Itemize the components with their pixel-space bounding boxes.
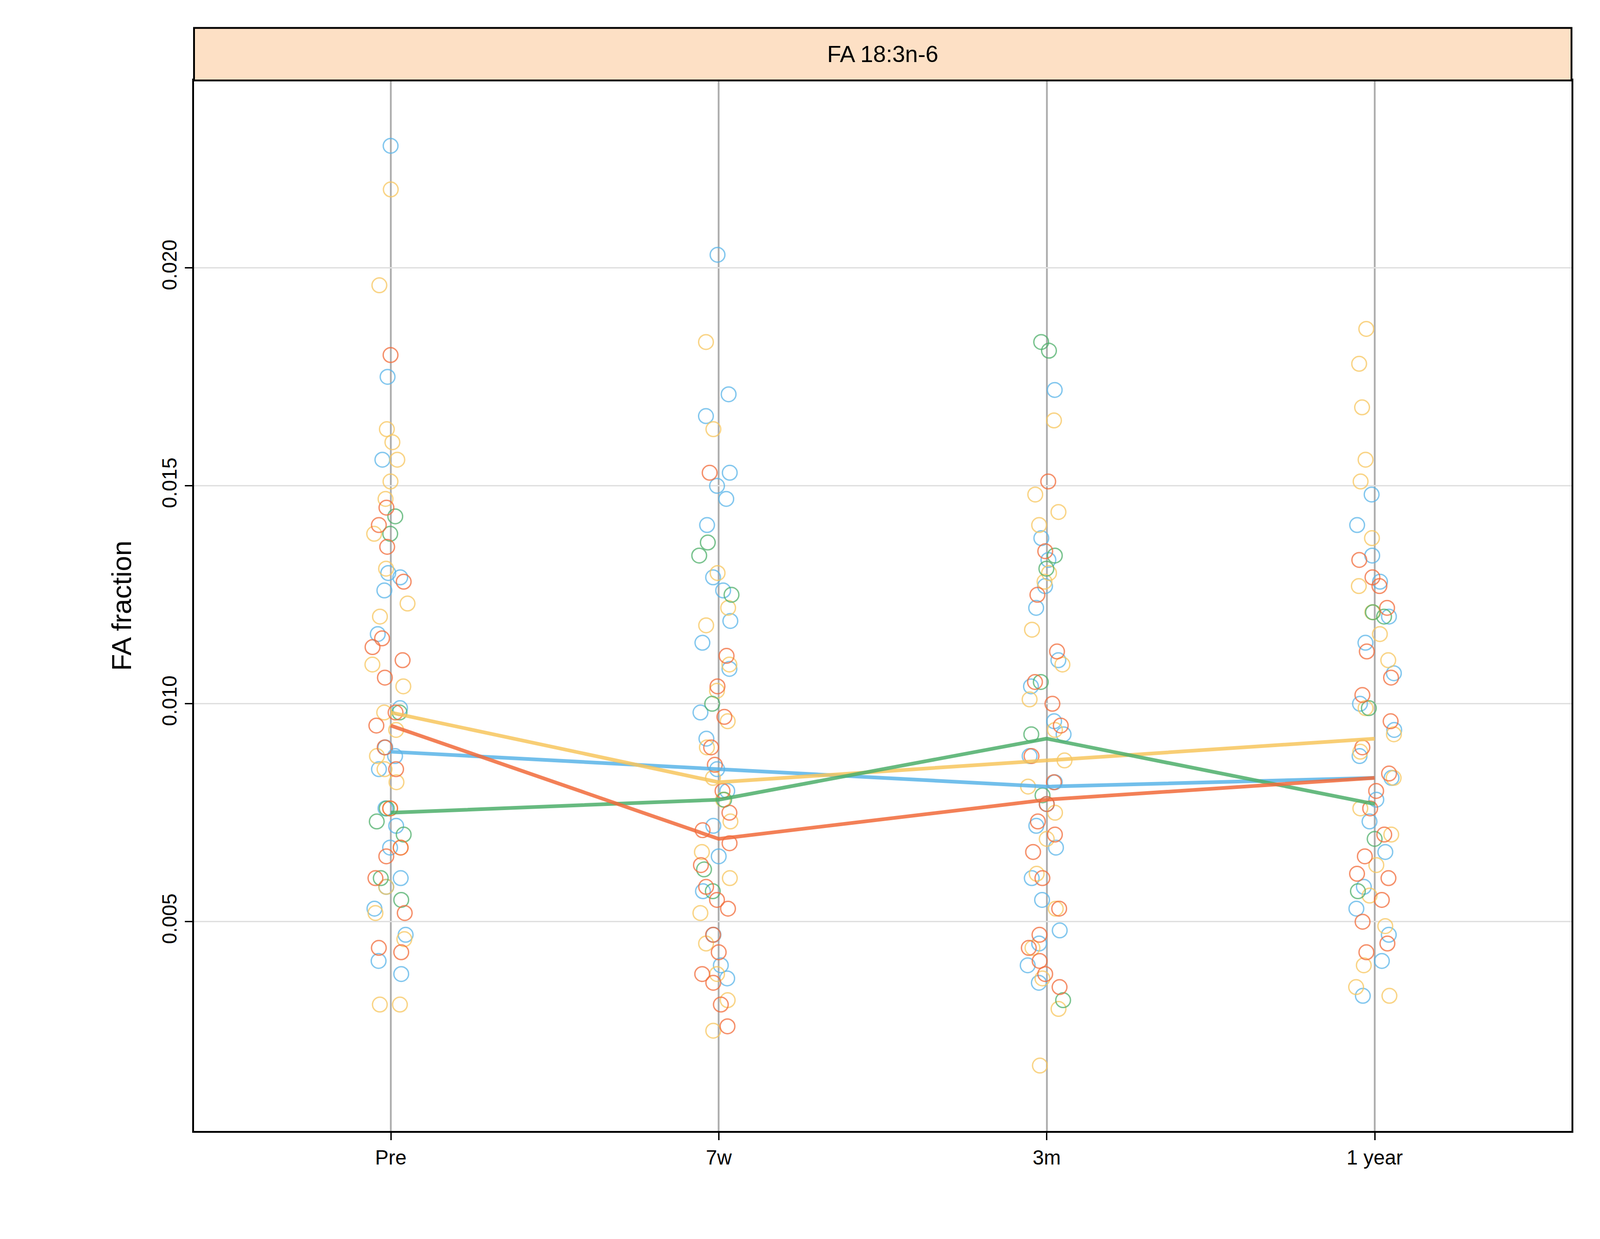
svg-text:Pre: Pre <box>375 1146 407 1169</box>
svg-text:0.005: 0.005 <box>158 893 181 944</box>
svg-text:7w: 7w <box>705 1146 732 1169</box>
svg-text:FA fraction: FA fraction <box>106 540 138 671</box>
svg-text:FA 18:3n-6: FA 18:3n-6 <box>827 41 939 68</box>
svg-text:1 year: 1 year <box>1346 1146 1403 1169</box>
svg-text:0.010: 0.010 <box>158 675 181 726</box>
svg-text:0.015: 0.015 <box>158 457 181 509</box>
svg-text:3m: 3m <box>1032 1146 1061 1169</box>
svg-text:0.020: 0.020 <box>158 239 181 291</box>
